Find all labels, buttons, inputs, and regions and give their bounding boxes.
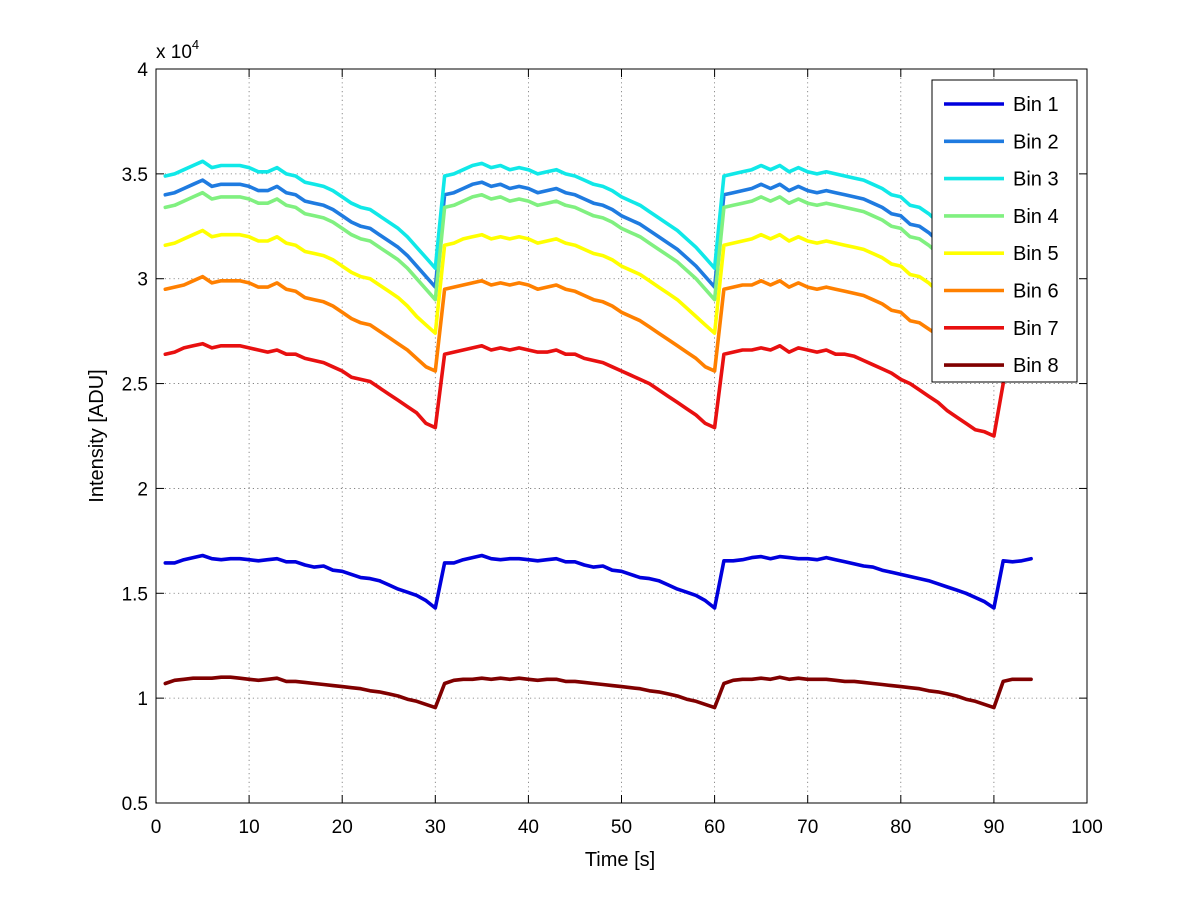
series-line-bin-4 [163, 190, 940, 302]
series-line-bin-7 [163, 341, 1006, 438]
y-tick-label: 3 [137, 270, 148, 291]
legend-label-bin-6: Bin 6 [1013, 281, 1059, 303]
x-tick-label: 60 [704, 817, 725, 838]
y-scale-exponent: 4 [192, 37, 199, 52]
series-line-bin-8 [163, 675, 1033, 710]
x-tick-label: 10 [239, 817, 260, 838]
series-lines [163, 159, 1033, 710]
legend-label-bin-4: Bin 4 [1013, 206, 1059, 228]
x-tick-label: 40 [518, 817, 539, 838]
x-axis-label: Time [s] [585, 849, 655, 871]
x-tick-label: 80 [890, 817, 911, 838]
y-scale-base: x 10 [156, 42, 192, 63]
series-line-bin-5 [163, 228, 940, 336]
series-line-bin-1 [163, 553, 1033, 610]
y-tick-label: 1 [137, 689, 148, 710]
y-tick-label: 1.5 [122, 584, 148, 605]
x-tick-label: 30 [425, 817, 446, 838]
legend-label-bin-2: Bin 2 [1013, 131, 1059, 153]
y-tick-label: 2.5 [122, 375, 148, 396]
y-tick-label: 4 [137, 60, 148, 81]
y-axis-label: Intensity [ADU] [86, 369, 108, 502]
x-tick-label: 0 [151, 817, 162, 838]
y-scale-factor: x 104 [156, 37, 199, 63]
axis-labels: Time [s] Intensity [ADU] x 104 [86, 37, 655, 871]
y-tick-label: 3.5 [122, 165, 148, 186]
series-line-bin-6 [163, 274, 940, 373]
x-tick-label: 100 [1071, 817, 1103, 838]
x-tick-label: 70 [797, 817, 818, 838]
axis-ticks: 0 10 20 30 40 50 60 70 80 90 100 0.5 1 1.5 2 2.5 3 3.5 4 [122, 60, 1103, 838]
legend-label-bin-5: Bin 5 [1013, 243, 1059, 265]
y-tick-label: 0.5 [122, 794, 148, 815]
y-tick-label: 2 [137, 479, 148, 500]
legend: Bin 1 Bin 2 Bin 3 Bin 4 Bin 5 Bin 6 Bin 7 Bin 8 [931, 79, 1078, 383]
x-tick-label: 20 [332, 817, 353, 838]
series-line-bin-3 [163, 159, 940, 271]
legend-label-bin-3: Bin 3 [1013, 169, 1059, 191]
legend-box [931, 79, 1078, 383]
x-tick-label: 90 [983, 817, 1004, 838]
legend-label-bin-7: Bin 7 [1013, 318, 1059, 340]
series-line-bin-2 [163, 178, 940, 289]
legend-label-bin-8: Bin 8 [1013, 355, 1059, 377]
legend-label-bin-1: Bin 1 [1013, 94, 1059, 116]
x-tick-label: 50 [611, 817, 632, 838]
